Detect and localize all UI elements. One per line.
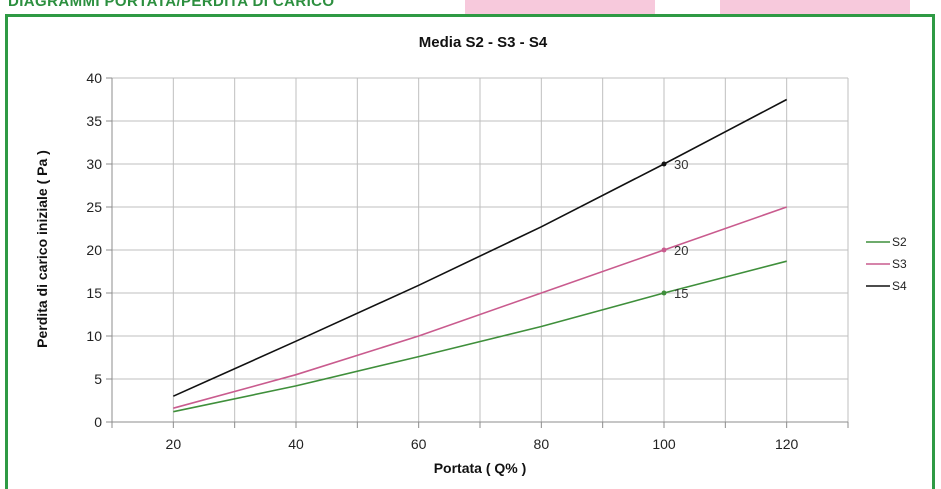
y-tick-label: 35 xyxy=(86,113,102,129)
chart-frame xyxy=(5,14,935,489)
series-line-s3 xyxy=(173,206,787,409)
legend-label: S3 xyxy=(892,257,907,271)
axis-group: 0 5 10 15 20 25 30 35 40 20 40 60 80 100 120 xyxy=(86,70,849,452)
series-group xyxy=(172,98,788,413)
y-tick-label: 0 xyxy=(94,414,102,430)
data-label: 15 xyxy=(674,286,688,301)
x-axis-label: Portata ( Q% ) xyxy=(434,460,527,476)
series-line-s2 xyxy=(173,260,787,413)
page-title: DIAGRAMMI PORTATA/PERDITA DI CARICO xyxy=(8,0,335,10)
data-label: 30 xyxy=(674,157,688,172)
legend-label: S4 xyxy=(892,279,907,293)
series-line-s4 xyxy=(172,98,788,397)
y-axis-label: Perdita di carico iniziale ( Pa ) xyxy=(34,150,50,348)
x-tick-label: 80 xyxy=(534,436,550,452)
chart-title: Media S2 - S3 - S4 xyxy=(419,34,548,51)
x-tick-label: 20 xyxy=(166,436,182,452)
y-tick-label: 5 xyxy=(94,371,102,387)
grid-group xyxy=(111,77,849,423)
y-tick-label: 40 xyxy=(86,70,102,86)
data-point-marker xyxy=(661,161,667,167)
legend-group: S2 S3 S4 xyxy=(866,235,907,293)
y-tick-label: 25 xyxy=(86,199,102,215)
top-strip: DIAGRAMMI PORTATA/PERDITA DI CARICO xyxy=(0,0,941,14)
pink-block-left xyxy=(465,0,655,14)
x-tick-label: 60 xyxy=(411,436,427,452)
pink-block-right xyxy=(720,0,910,14)
data-point-marker xyxy=(661,247,667,253)
legend-label: S2 xyxy=(892,235,907,249)
data-label: 20 xyxy=(674,243,688,258)
y-tick-label: 15 xyxy=(86,285,102,301)
y-tick-label: 20 xyxy=(86,242,102,258)
y-tick-label: 30 xyxy=(86,156,102,172)
x-tick-label: 100 xyxy=(652,436,676,452)
x-tick-label: 120 xyxy=(775,436,799,452)
data-point-marker xyxy=(661,290,667,296)
x-tick-label: 40 xyxy=(288,436,304,452)
annotation-group: 30 20 15 xyxy=(661,157,688,301)
y-tick-label: 10 xyxy=(86,328,102,344)
